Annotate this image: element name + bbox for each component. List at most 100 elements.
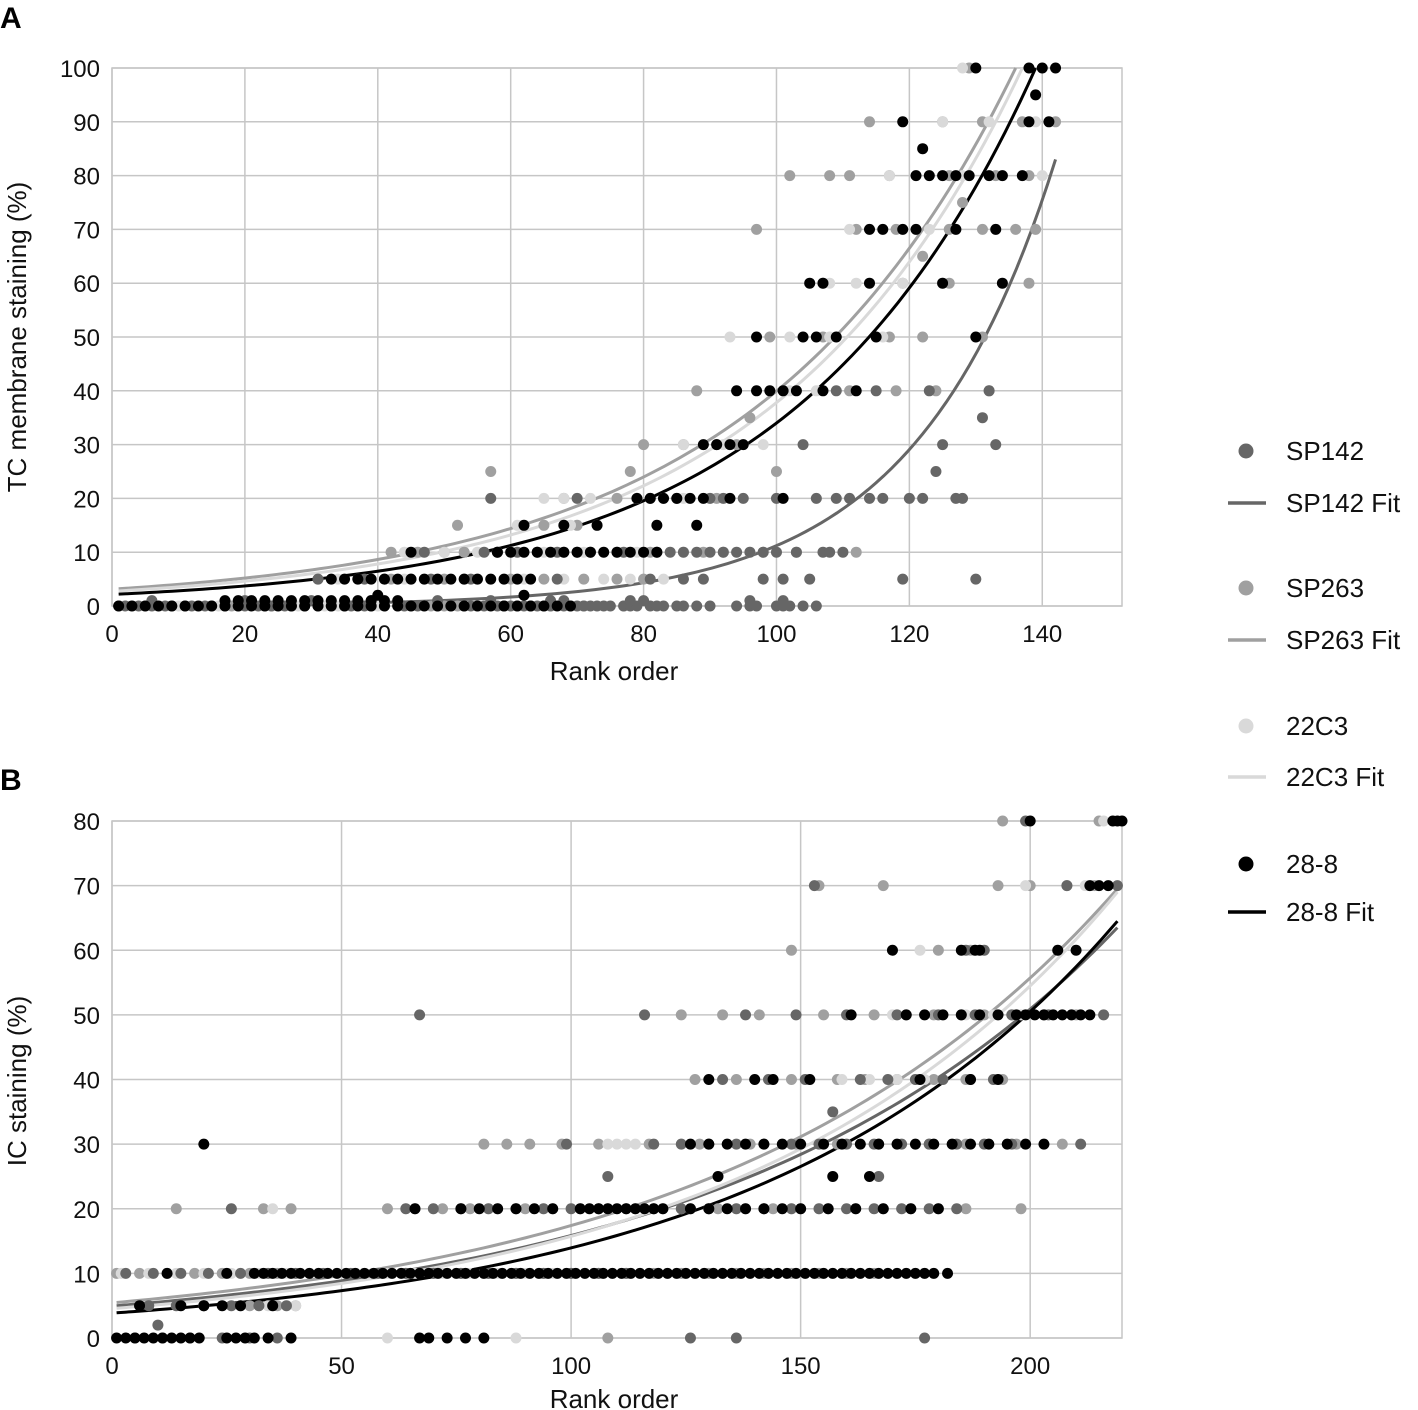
panel-a-point-28-8: [445, 600, 457, 612]
panel-a-point-sp142: [485, 492, 497, 504]
panel-b-point-28-8: [395, 1267, 407, 1279]
panel-b-point-28-8: [267, 1300, 279, 1312]
panel-a-point-sp142: [744, 546, 756, 558]
panel-b-point-sp263: [717, 1009, 729, 1021]
panel-b-plot-frame: [111, 820, 1123, 1339]
panel-a-point-28-8: [910, 223, 922, 235]
panel-b-point-sp263: [997, 815, 1009, 827]
panel-a-point-28-8: [339, 595, 351, 607]
panel-a-point-28-8: [850, 385, 862, 397]
panel-b-point-28-8: [680, 1267, 692, 1279]
panel-b-point-28-8: [827, 1170, 839, 1182]
panel-b-point-28-8: [905, 1203, 917, 1215]
panel-b-point-22c3: [602, 1138, 614, 1150]
panel-a-point-28-8: [917, 143, 929, 155]
panel-a-point-sp142: [797, 600, 809, 612]
panel-b-point-22c3: [611, 1138, 623, 1150]
panel-b-y-tick-label: 20: [73, 1197, 100, 1224]
panel-a-point-28-8: [432, 573, 444, 585]
panel-a-point-28-8: [518, 589, 530, 601]
panel-b-point-sp142: [923, 1203, 935, 1215]
panel-a-point-sp263: [824, 170, 836, 182]
panel-b-point-sp142: [561, 1138, 572, 1150]
panel-b-points: [111, 815, 1128, 1344]
panel-b-point-sp142: [785, 1203, 797, 1215]
panel-b-point-sp263: [519, 1203, 531, 1215]
panel-a-point-sp142: [837, 546, 849, 558]
panel-a-point-28-8: [1043, 116, 1055, 128]
panel-a-point-28-8: [285, 595, 297, 607]
legend-label-sp263: SP263: [1286, 573, 1364, 603]
panel-a-point-22c3: [983, 116, 995, 128]
panel-b-point-28-8: [620, 1203, 632, 1215]
panel-b-point-28-8: [946, 1138, 958, 1150]
panel-b-point-28-8: [285, 1332, 297, 1344]
panel-a-point-28-8: [996, 170, 1008, 182]
panel-a-point-sp142: [777, 573, 789, 585]
panel-b-point-28-8: [928, 1138, 940, 1150]
panel-b-point-28-8: [285, 1267, 297, 1279]
panel-a-y-tick-label: 90: [73, 110, 100, 137]
panel-a-point-sp142: [824, 546, 836, 558]
panel-b-point-sp263: [877, 880, 889, 892]
panel-b-point-28-8: [721, 1203, 733, 1215]
panel-a-point-28-8: [518, 519, 530, 531]
panel-a-point-22c3: [844, 223, 856, 235]
panel-a-point-28-8: [339, 573, 351, 585]
panel-a-point-sp142: [897, 573, 909, 585]
panel-a-point-sp142: [923, 385, 935, 397]
panel-b-point-sp263: [189, 1267, 201, 1279]
panel-a-point-sp142: [737, 492, 749, 504]
panel-a-point-sp142: [877, 492, 889, 504]
panel-b-point-sp263: [730, 1074, 742, 1085]
panel-b-point-28-8: [248, 1332, 260, 1344]
panel-a-point-28-8: [658, 492, 670, 504]
panel-b-point-22c3: [891, 1074, 903, 1085]
panel-b-point-28-8: [597, 1267, 609, 1279]
panel-a-y-tick-label: 0: [87, 594, 100, 621]
panel-a-point-22c3: [598, 573, 610, 585]
panel-b-point-sp263: [992, 880, 1004, 892]
panel-a-point-sp142: [870, 385, 882, 397]
panel-b-y-tick-label: 0: [87, 1326, 100, 1353]
panel-b-y-tick-label: 40: [73, 1068, 100, 1095]
panel-a-point-28-8: [817, 277, 829, 289]
panel-b-point-sp263: [767, 1203, 779, 1215]
panel-b-point-22c3: [1098, 815, 1110, 827]
panel-a-point-28-8: [471, 573, 483, 585]
panel-a-point-28-8: [598, 546, 610, 558]
panel-b-point-28-8: [822, 1203, 834, 1215]
panel-a-point-sp263: [976, 223, 988, 235]
panel-b-point-28-8: [703, 1203, 715, 1215]
panel-b-point-28-8: [478, 1267, 490, 1279]
panel-b-point-28-8: [175, 1300, 187, 1312]
panel-b-point-22c3: [1020, 880, 1032, 892]
panel-a-point-28-8: [485, 600, 497, 612]
panel-a-x-tick-label: 20: [232, 621, 259, 648]
panel-b-point-28-8: [441, 1332, 453, 1344]
panel-b-point-28-8: [703, 1138, 715, 1150]
panel-a-point-28-8: [697, 439, 709, 451]
panel-a-point-28-8: [684, 492, 696, 504]
panel-b-point-sp142: [120, 1267, 132, 1279]
panel-b-point-28-8: [1001, 1138, 1013, 1150]
panel-a-point-28-8: [325, 573, 337, 585]
panel-b-point-28-8: [740, 1203, 752, 1215]
panel-b-point-28-8: [134, 1300, 146, 1312]
panel-a-point-28-8: [491, 546, 503, 558]
panel-a-point-28-8: [445, 573, 457, 585]
panel-b-point-22c3: [864, 1074, 875, 1085]
panel-a-y-tick-label: 40: [73, 379, 100, 406]
panel-a-point-sp142: [658, 600, 670, 612]
panel-b-point-28-8: [891, 1138, 903, 1150]
panel-b-point-28-8: [873, 1138, 885, 1150]
panel-b-point-28-8: [795, 1138, 807, 1150]
panel-b-point-28-8: [836, 1267, 848, 1279]
panel-a-point-22c3: [897, 277, 909, 289]
panel-b-point-28-8: [1020, 1009, 1032, 1021]
panel-a-point-28-8: [804, 277, 816, 289]
panel-b-xlabel: Rank order: [550, 1384, 679, 1410]
panel-b-point-28-8: [340, 1267, 352, 1279]
panel-b-point-28-8: [671, 1267, 683, 1279]
panel-b-point-sp142: [147, 1267, 159, 1279]
